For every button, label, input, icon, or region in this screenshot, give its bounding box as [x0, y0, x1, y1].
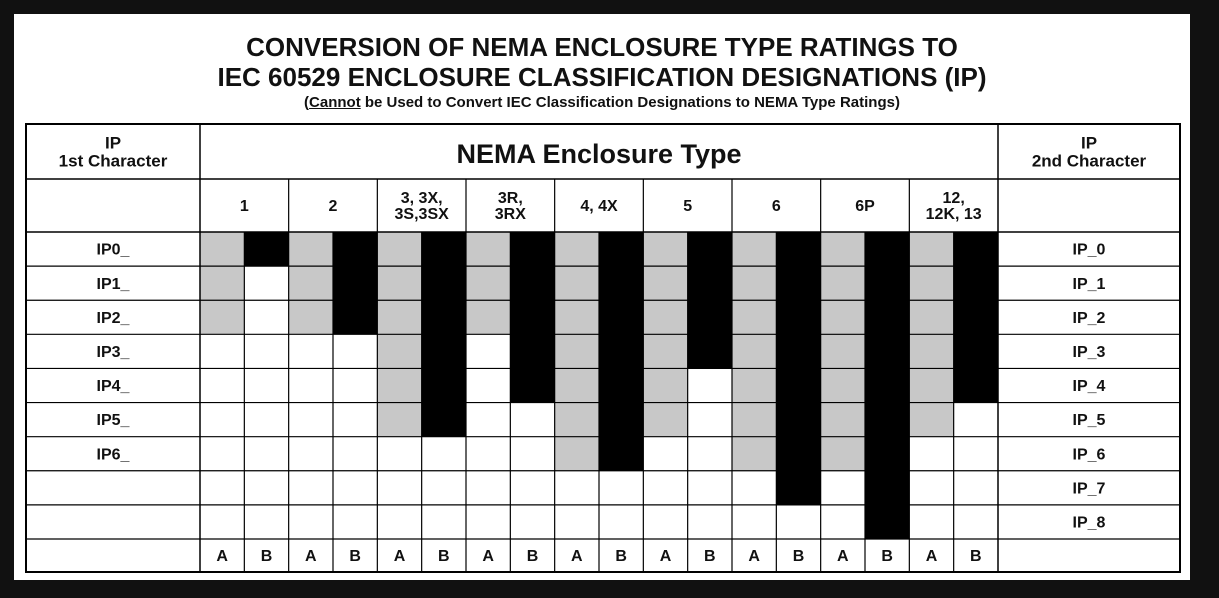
column-letter-b: B: [970, 548, 982, 565]
ip-second-character-code: IP_8: [1073, 515, 1106, 532]
nema-type-label: 1: [240, 198, 249, 215]
column-letter-a: A: [571, 548, 583, 565]
column-letter-b: B: [793, 548, 805, 565]
conversion-sheet: CONVERSION OF NEMA ENCLOSURE TYPE RATING…: [14, 14, 1190, 580]
column-letter-b: B: [527, 548, 539, 565]
column-letter-b: B: [438, 548, 450, 565]
column-letter-b: B: [881, 548, 893, 565]
nema-type-label: 5: [683, 198, 692, 215]
ip-first-character-code: IP6_: [97, 446, 131, 463]
nema-type-label: 6P: [855, 198, 875, 215]
column-letter-a: A: [482, 548, 494, 565]
ip-b-fill-bar: [599, 232, 644, 471]
nema-type-label: 12, 12K, 13: [926, 190, 982, 223]
ip-first-character-code: IP2_: [97, 310, 131, 327]
ip-first-character-code: IP0_: [97, 242, 131, 259]
ip-second-character-code: IP_3: [1073, 344, 1106, 361]
ip-second-character-code: IP_1: [1073, 276, 1106, 293]
ip-a-fill-bar: [820, 232, 865, 471]
subtitle-emphasis: Cannot: [309, 94, 361, 111]
nema-type-label: 6: [772, 198, 781, 215]
ip-first-character-header: IP 1st Character: [59, 133, 168, 170]
ip-first-character-code: IP3_: [97, 344, 131, 361]
title-line-2: IEC 60529 ENCLOSURE CLASSIFICATION DESIG…: [217, 62, 987, 92]
column-letter-b: B: [615, 548, 627, 565]
column-letter-b: B: [349, 548, 361, 565]
ip-second-character-code: IP_4: [1073, 378, 1106, 395]
ip-b-fill-bar: [953, 232, 998, 403]
column-letter-a: A: [394, 548, 406, 565]
column-letter-b: B: [704, 548, 716, 565]
ip-second-character-code: IP_0: [1073, 242, 1106, 259]
column-letter-a: A: [748, 548, 760, 565]
ip-first-character-code: IP1_: [97, 276, 131, 293]
table-border: [25, 123, 1181, 573]
title-line-1: CONVERSION OF NEMA ENCLOSURE TYPE RATING…: [246, 32, 958, 62]
ip-second-character-header: IP 2nd Character: [1032, 133, 1147, 170]
ip-second-character-code: IP_7: [1073, 480, 1106, 497]
ip-b-fill-bar: [244, 232, 289, 267]
ip-a-fill-bar: [732, 232, 777, 471]
ip-b-fill-bar: [865, 232, 910, 539]
nema-type-label: 2: [329, 198, 338, 215]
ip-second-character-code: IP_5: [1073, 412, 1106, 429]
ip-a-fill-bar: [200, 232, 245, 335]
subtitle: (Cannot be Used to Convert IEC Classific…: [14, 94, 1190, 112]
nema-type-label: 3R, 3RX: [495, 190, 526, 223]
nema-type-label: 3, 3X, 3S,3SX: [395, 190, 450, 223]
column-letter-a: A: [216, 548, 228, 565]
column-letter-a: A: [660, 548, 672, 565]
ip-a-fill-bar: [554, 232, 599, 471]
ip-b-fill-bar: [510, 232, 555, 403]
ip-a-fill-bar: [288, 232, 333, 335]
column-letter-a: A: [837, 548, 849, 565]
ip-second-character-code: IP_2: [1073, 310, 1106, 327]
ip-second-character-code: IP_6: [1073, 446, 1106, 463]
column-letter-a: A: [305, 548, 317, 565]
nema-type-label: 4, 4X: [580, 198, 618, 215]
ip-first-character-code: IP4_: [97, 378, 131, 395]
ip-a-fill-bar: [466, 232, 511, 335]
column-letter-b: B: [261, 548, 273, 565]
nema-enclosure-type-header: NEMA Enclosure Type: [456, 139, 741, 169]
column-letter-a: A: [926, 548, 938, 565]
subtitle-prefix: (: [304, 94, 310, 111]
conversion-table: IP 1st Character IP 2nd Character NEMA Enclo…: [25, 123, 1181, 573]
subtitle-rest: be Used to Convert IEC Classification De…: [360, 94, 900, 111]
ip-first-character-code: IP5_: [97, 412, 131, 429]
ip-b-fill-bar: [333, 232, 378, 335]
